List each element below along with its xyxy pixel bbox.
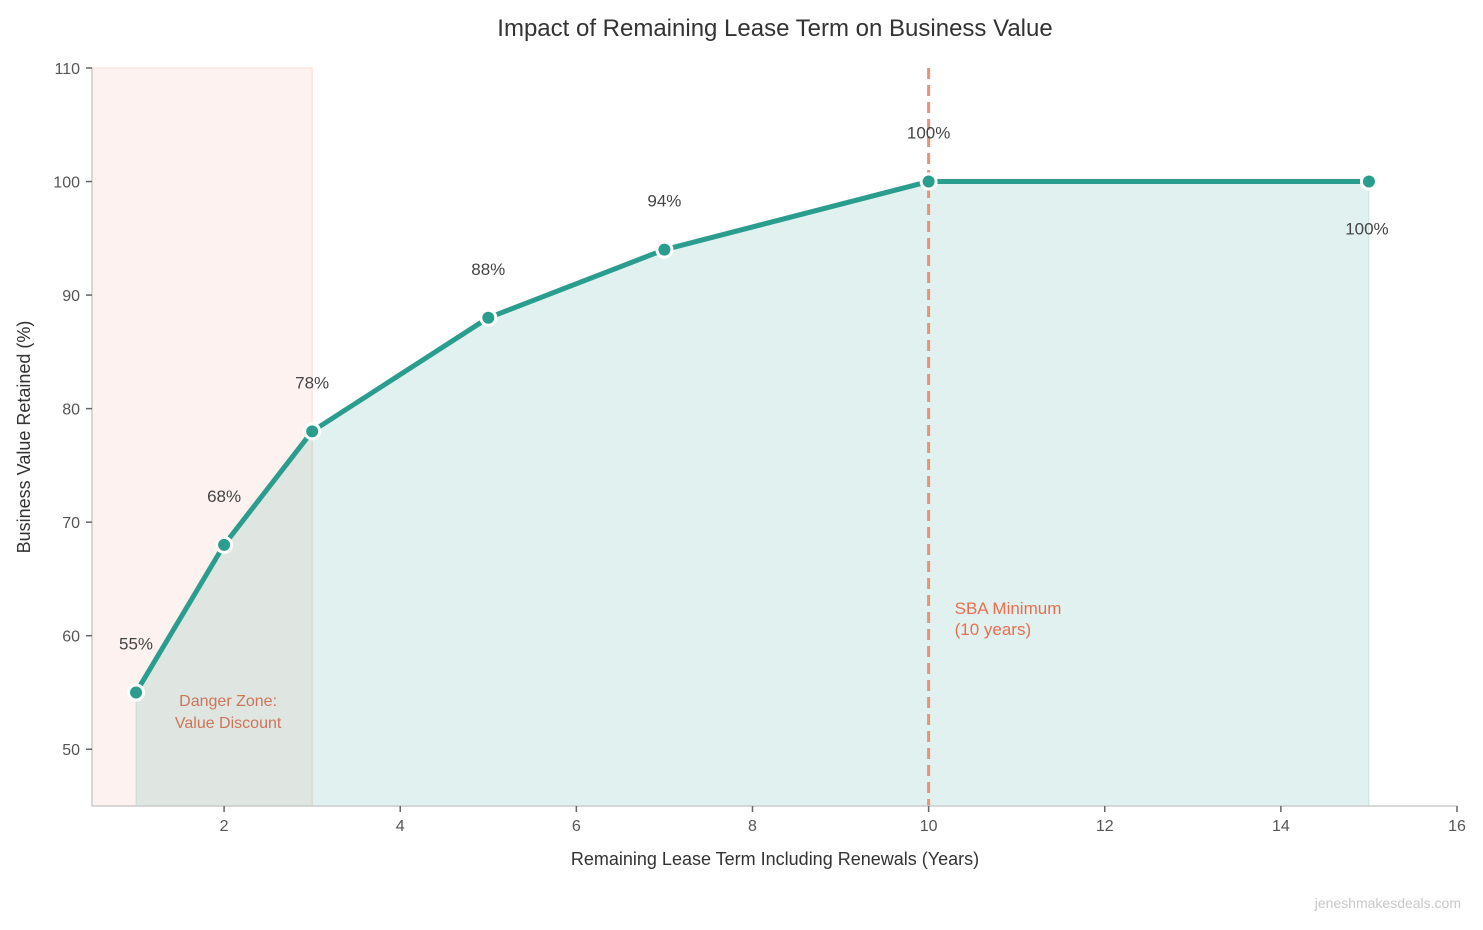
- x-tick-label: 12: [1096, 818, 1114, 835]
- data-label: 100%: [907, 124, 950, 143]
- data-label: 100%: [1345, 220, 1388, 239]
- y-tick-label: 110: [54, 61, 80, 78]
- y-tick-label: 70: [62, 515, 80, 532]
- x-tick-label: 14: [1272, 818, 1290, 835]
- data-point: [1359, 172, 1378, 191]
- y-tick-label: 50: [62, 742, 80, 759]
- data-point: [215, 535, 234, 554]
- y-tick-label: 80: [62, 402, 80, 419]
- x-tick-label: 16: [1448, 818, 1466, 835]
- sba-minimum-label: (10 years): [955, 620, 1032, 639]
- x-tick-label: 4: [396, 818, 405, 835]
- x-tick-label: 10: [920, 818, 938, 835]
- data-label: 94%: [647, 192, 681, 211]
- x-tick-label: 2: [220, 818, 229, 835]
- danger-zone-label: Danger Zone:: [179, 693, 277, 710]
- sba-minimum-label: SBA Minimum: [955, 599, 1062, 618]
- data-point: [303, 422, 322, 441]
- x-tick-label: 6: [572, 818, 581, 835]
- data-label: 78%: [295, 373, 329, 392]
- y-tick-label: 60: [62, 629, 80, 646]
- x-axis-label: Remaining Lease Term Including Renewals …: [571, 849, 979, 869]
- data-point: [127, 683, 146, 702]
- danger-zone-label: Value Discount: [175, 715, 282, 732]
- data-label: 88%: [471, 260, 505, 279]
- chart-title: Impact of Remaining Lease Term on Busine…: [497, 15, 1052, 42]
- data-point: [655, 240, 674, 259]
- data-label: 55%: [119, 634, 153, 653]
- y-axis-label: Business Value Retained (%): [14, 321, 34, 554]
- y-tick-label: 100: [53, 175, 80, 192]
- x-tick-label: 8: [748, 818, 757, 835]
- data-label: 68%: [207, 487, 241, 506]
- area-fill: [135, 181, 1370, 807]
- data-point: [919, 172, 938, 191]
- data-point: [479, 308, 498, 327]
- y-tick-label: 90: [62, 288, 80, 305]
- watermark: jeneshmakesdeals.com: [1314, 895, 1461, 911]
- danger-zone: [91, 67, 313, 807]
